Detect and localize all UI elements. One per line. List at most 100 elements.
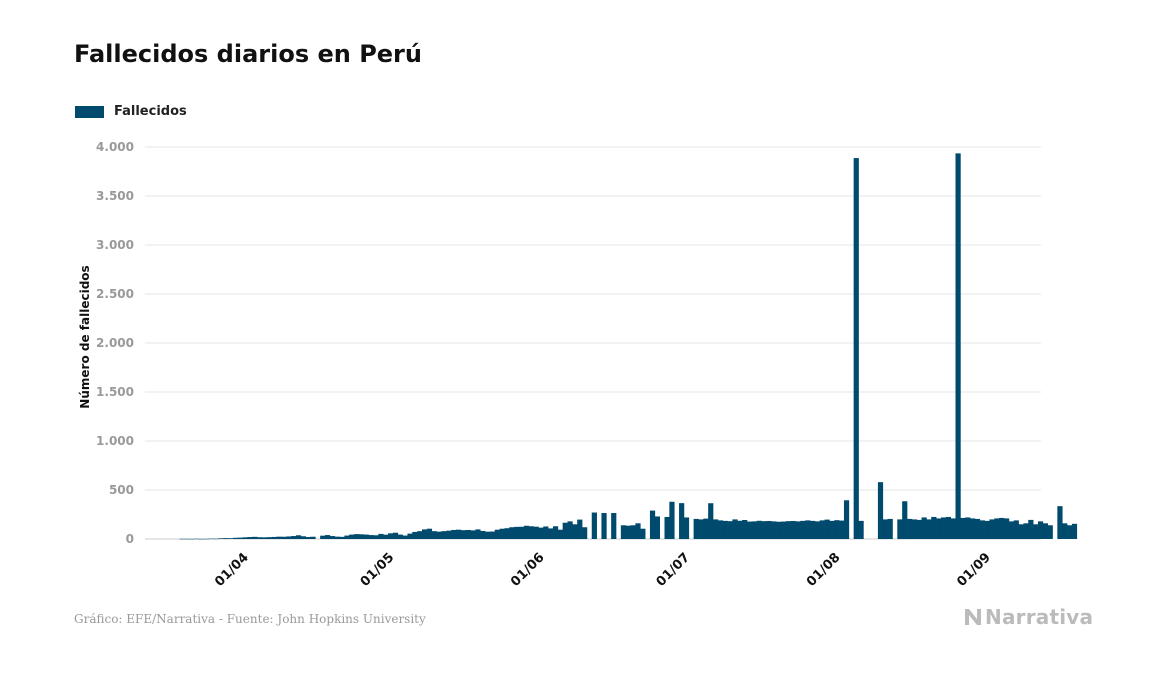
bar <box>1062 523 1068 539</box>
bar <box>785 521 791 539</box>
bar <box>218 538 224 539</box>
bar <box>223 538 229 539</box>
bar <box>713 519 719 539</box>
bar <box>916 519 922 539</box>
bar <box>1067 525 1073 539</box>
bar <box>344 535 350 539</box>
y-axis-label: Número de fallecidos <box>78 265 92 408</box>
narrativa-logo[interactable]: Narrativa <box>963 605 1093 629</box>
bar <box>911 519 918 539</box>
bar <box>1057 506 1063 539</box>
logo-text: Narrativa <box>985 605 1094 629</box>
y-tick-label: 2.500 <box>96 287 134 301</box>
bar <box>368 535 374 539</box>
bar <box>853 158 859 539</box>
bar <box>213 538 219 540</box>
bar <box>349 534 355 539</box>
bar <box>742 519 748 539</box>
bar <box>737 520 743 539</box>
bar <box>649 510 656 539</box>
bar <box>257 537 263 539</box>
bar <box>824 519 830 539</box>
bar <box>761 521 767 539</box>
bar <box>194 538 200 540</box>
bar <box>625 525 631 539</box>
grid-lines <box>145 146 1041 540</box>
bar <box>528 526 534 539</box>
bar <box>489 531 496 539</box>
bar <box>858 520 864 539</box>
bar <box>475 529 481 539</box>
bar <box>780 521 787 539</box>
y-tick-label: 0 <box>126 532 134 546</box>
y-tick-label: 2.000 <box>96 336 134 350</box>
bar <box>295 535 302 539</box>
legend-swatch <box>75 105 104 118</box>
bar <box>460 530 466 539</box>
bar <box>261 537 268 539</box>
bar <box>388 533 394 539</box>
bar <box>746 521 753 539</box>
bar <box>936 518 942 539</box>
y-axis-ticks: 0 500 1.000 1.500 2.000 2.500 3.000 3.500 4.000 <box>96 140 134 546</box>
bar <box>722 520 728 539</box>
bar <box>776 521 782 539</box>
bar <box>1004 518 1010 539</box>
source-note: Gráfico: EFE/Narrativa - Fuente: John Ho… <box>74 612 426 626</box>
bar <box>1028 519 1034 539</box>
bar <box>417 531 423 539</box>
bar <box>601 513 607 539</box>
bar <box>771 521 777 539</box>
bar <box>810 520 816 539</box>
y-tick-label: 3.500 <box>96 189 134 203</box>
bar <box>276 536 282 539</box>
bar <box>557 529 563 539</box>
bar <box>552 526 559 539</box>
x-tick-label: 01/09 <box>954 550 994 590</box>
bar <box>630 525 636 539</box>
bar <box>974 518 981 539</box>
bar <box>363 534 369 539</box>
bar <box>1008 521 1015 539</box>
bar <box>441 531 447 539</box>
bar <box>291 536 297 539</box>
bar <box>965 517 971 539</box>
x-tick-label: 01/08 <box>804 550 844 590</box>
bar <box>436 531 442 539</box>
bar <box>470 530 476 539</box>
bar <box>548 528 554 539</box>
bar <box>242 537 248 539</box>
bar <box>426 528 433 539</box>
bar <box>1071 523 1078 539</box>
bar <box>509 527 515 539</box>
bar <box>271 536 277 539</box>
x-tick-label: 01/04 <box>212 550 252 590</box>
y-tick-label: 1.500 <box>96 385 134 399</box>
bar <box>582 527 588 539</box>
bar <box>494 529 500 539</box>
bar <box>228 538 234 539</box>
bar <box>325 535 331 539</box>
bar <box>683 517 690 539</box>
bar <box>795 521 801 539</box>
bar <box>310 536 316 539</box>
bar <box>921 517 927 539</box>
bar <box>383 534 389 539</box>
x-tick-label: 01/06 <box>508 550 548 590</box>
bar <box>504 528 510 539</box>
bar <box>305 537 311 539</box>
legend-label: Fallecidos <box>114 104 187 119</box>
bar <box>412 531 418 539</box>
bar <box>329 536 336 539</box>
bar <box>523 525 530 539</box>
bar <box>334 536 340 539</box>
bar <box>189 538 195 540</box>
bar <box>693 518 699 539</box>
bar <box>940 517 947 539</box>
bar <box>184 538 190 540</box>
bar <box>950 518 956 539</box>
bar <box>727 521 733 539</box>
bar <box>902 501 908 539</box>
bar <box>1023 523 1029 539</box>
bar <box>455 529 462 539</box>
